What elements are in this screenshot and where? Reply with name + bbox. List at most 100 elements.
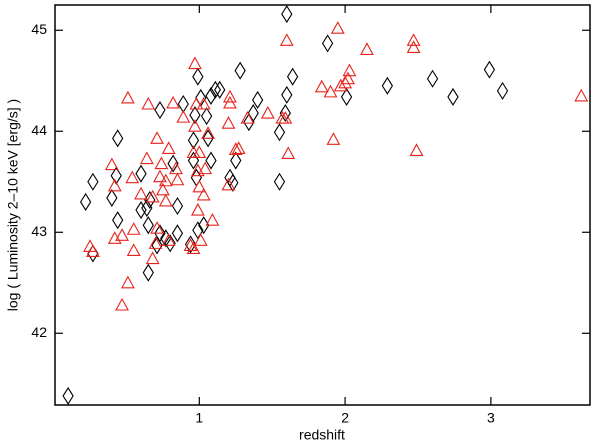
scatter-point [205,213,220,226]
scatter-point [167,154,179,173]
scatter-point [169,161,183,175]
scatter-point [141,96,156,110]
scatter-point [286,67,299,86]
plot-frame [54,4,591,406]
scatter-point [221,116,236,129]
scatter-point [135,164,147,183]
y-tick-label: 43 [31,223,47,239]
scatter-point [170,172,185,186]
scatter-point [120,275,135,289]
scatter-point [115,297,129,311]
scatter-point [341,71,355,85]
scatter-point [176,109,191,123]
scatter-point [223,95,237,109]
scatter-point [161,233,176,246]
scatter-point [153,169,167,183]
scatter-point [135,201,147,220]
scatter-point [273,172,286,191]
scatter-point [126,243,141,257]
scatter-point [281,146,296,160]
scatter-point [171,224,184,243]
scatter-point [79,192,92,212]
scatter-point [426,69,439,88]
y-axis-label: log ( Luminosity 2–10 keV [erg/s] ) [5,99,21,311]
scatter-point [223,89,237,103]
scatter-point [227,173,239,192]
scatter-point [87,244,99,263]
scatter-point [171,196,184,216]
scatter-point [85,244,100,258]
scatter-point [196,187,211,201]
scatter-point [260,105,275,119]
scatter-point [198,161,213,175]
scatter-point [154,156,169,170]
scatter-point [142,263,154,282]
scatter-point [447,87,459,106]
scatter-point [406,33,421,46]
scatter-point [192,221,204,240]
y-tick-label: 42 [31,324,47,340]
scatter-point [209,80,222,99]
scatter-point [192,67,204,86]
scatter-point [221,177,236,191]
scatter-point [145,189,160,203]
scatter-point [251,90,264,109]
scatter-point [214,80,226,99]
scatter-point [158,173,173,187]
scatter-point [574,88,589,102]
scatter-point [340,87,353,106]
scatter-point [189,96,204,110]
scatter-point [112,211,124,230]
scatter-point [126,222,141,235]
scatter-point [186,241,201,254]
scatter-point [145,251,160,265]
scatter-point [196,96,211,110]
scatter-point [192,145,207,159]
x-tick-label: 3 [487,410,495,426]
scatter-point [409,143,424,157]
scatter-point [231,141,246,154]
scatter-point [148,236,163,249]
scatter-point [107,178,122,192]
scatter-point [240,110,255,124]
scatter-point [201,126,215,139]
scatter-point [326,132,341,145]
scatter-point [360,42,374,55]
scatter-point [381,76,394,95]
scatter-point [188,56,202,70]
scatter-point [134,186,148,200]
scatter-point [104,157,119,171]
scatter-point [87,172,99,191]
scatter-point [183,238,198,251]
y-tick-label: 44 [31,122,47,138]
scatter-point [154,101,166,120]
scatter-point [321,34,334,53]
scatter-point [202,129,214,148]
scatter-point [106,188,118,207]
scatter-point [247,104,259,123]
scatter-point [230,151,242,170]
scatter-point [112,129,124,148]
scatter-point [158,193,173,207]
scatter-point [142,216,154,235]
scatter-point [338,75,353,89]
scatter-point [190,202,205,216]
scatter-point [279,104,291,123]
scatter-point [496,81,509,100]
scatter-point [205,86,217,105]
scatter-point [164,234,176,253]
scatter-point [166,95,181,109]
scatter-point [155,182,170,196]
x-tick-label: 1 [195,410,203,426]
x-axis-label: redshift [299,427,345,443]
scatter-point [154,224,166,243]
scatter-point [125,170,140,184]
scatter-point [120,90,135,104]
scatter-point [139,151,154,165]
scatter-point [279,33,294,46]
scatter-point [273,123,286,142]
y-tick-label: 45 [31,21,47,37]
scatter-point [333,78,348,92]
